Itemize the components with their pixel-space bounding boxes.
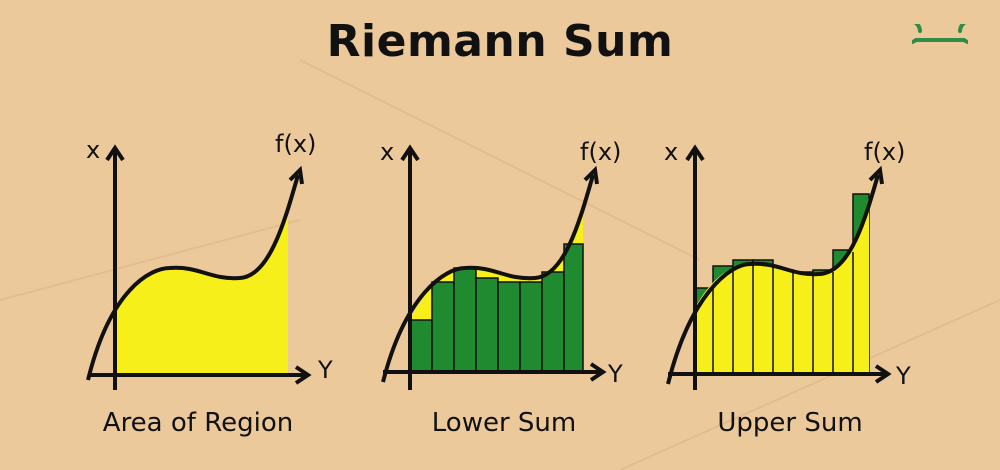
y-axis-label-3: Y bbox=[896, 362, 911, 390]
upper-sum-diagram bbox=[666, 144, 892, 390]
area-of-region-diagram bbox=[86, 144, 312, 390]
x-axis-label-1: x bbox=[86, 136, 101, 164]
caption-area-of-region: Area of Region bbox=[102, 408, 294, 438]
caption-lower-sum: Lower Sum bbox=[431, 408, 577, 438]
y-axis-label-2: Y bbox=[608, 360, 623, 388]
geeksforgeeks-logo-icon bbox=[912, 24, 968, 45]
function-curve bbox=[381, 174, 595, 383]
lower-rectangles bbox=[409, 243, 584, 373]
area-fill bbox=[115, 202, 288, 375]
function-curve bbox=[86, 174, 300, 381]
area-fill bbox=[695, 198, 869, 374]
fx-label-1: f(x) bbox=[275, 130, 317, 158]
fx-label-3: f(x) bbox=[864, 138, 906, 166]
x-axis-label-2: x bbox=[380, 138, 395, 166]
function-curve bbox=[666, 174, 880, 385]
fx-label-2: f(x) bbox=[580, 138, 622, 166]
y-axis-label-1: Y bbox=[318, 356, 333, 384]
x-axis-label-3: x bbox=[664, 138, 679, 166]
lower-sum-diagram bbox=[381, 144, 607, 390]
page-title: Riemann Sum bbox=[326, 16, 674, 67]
caption-upper-sum: Upper Sum bbox=[717, 408, 863, 438]
